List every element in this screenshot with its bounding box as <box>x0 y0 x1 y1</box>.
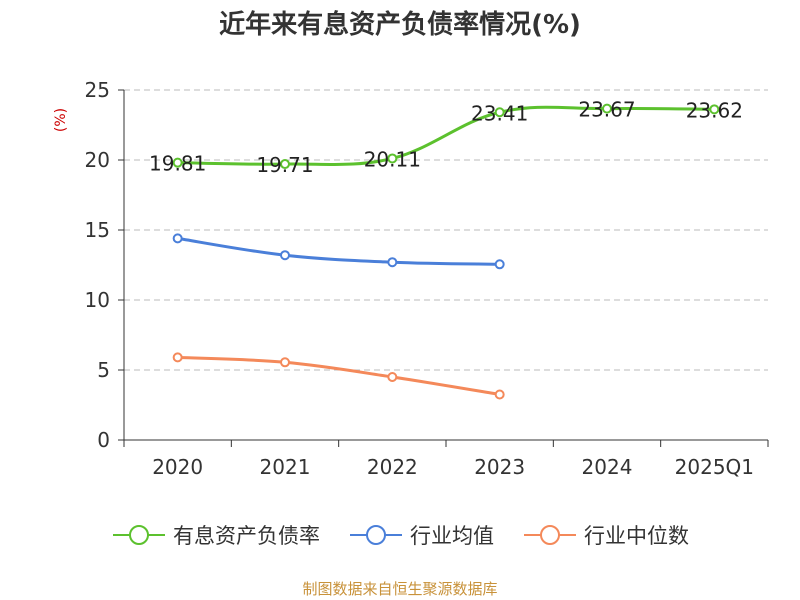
series-line <box>177 236 500 266</box>
x-tick-label: 2024 <box>582 455 633 479</box>
x-tick-label: 2023 <box>474 455 525 479</box>
data-label: 23.41 <box>471 101 528 125</box>
data-label: 19.71 <box>256 153 313 177</box>
data-point <box>280 250 290 261</box>
legend-line-icon <box>524 525 576 545</box>
data-point <box>172 352 183 363</box>
data-label: 23.67 <box>578 98 635 122</box>
y-tick-label: 15 <box>85 218 110 242</box>
data-point <box>387 153 398 164</box>
x-tick-label: 2020 <box>152 455 203 479</box>
data-point <box>172 157 183 168</box>
chart-title: 近年来有息资产负债率情况(%) <box>219 10 581 40</box>
series-line <box>177 105 715 166</box>
legend: 有息资产负债率 行业均值 行业中位数 <box>0 520 800 550</box>
y-tick-label: 0 <box>97 428 110 452</box>
data-point <box>494 107 505 118</box>
x-tick-label: 2021 <box>260 455 311 479</box>
legend-item-industry-median[interactable]: 行业中位数 <box>522 520 689 550</box>
legend-label: 有息资产负债率 <box>173 524 320 548</box>
data-point <box>387 372 398 382</box>
data-label: 20.11 <box>364 147 421 171</box>
legend-item-industry-mean[interactable]: 行业均值 <box>348 520 494 550</box>
legend-label: 行业中位数 <box>584 524 689 548</box>
x-tick-label: 2025Q1 <box>675 455 754 479</box>
data-point <box>494 389 505 400</box>
data-point <box>387 257 398 268</box>
x-tick-label: 2022 <box>367 455 418 479</box>
series-line <box>177 355 500 396</box>
y-tick-label: 5 <box>97 358 110 382</box>
data-point <box>709 104 720 115</box>
data-label: 23.62 <box>686 98 743 122</box>
y-tick-label: 10 <box>85 288 110 312</box>
y-tick-label: 25 <box>85 78 110 102</box>
data-source-note: 制图数据来自恒生聚源数据库 <box>302 580 498 598</box>
legend-label: 行业均值 <box>410 524 494 548</box>
data-point <box>280 357 290 368</box>
data-point <box>172 233 183 244</box>
data-point <box>280 159 290 170</box>
legend-item-debt-ratio[interactable]: 有息资产负债率 <box>111 520 320 550</box>
data-point <box>602 103 612 114</box>
y-tick-label: 20 <box>85 148 110 172</box>
data-point <box>494 259 505 270</box>
data-label: 19.81 <box>149 152 206 176</box>
legend-line-icon <box>113 525 165 545</box>
legend-line-icon <box>350 525 402 545</box>
